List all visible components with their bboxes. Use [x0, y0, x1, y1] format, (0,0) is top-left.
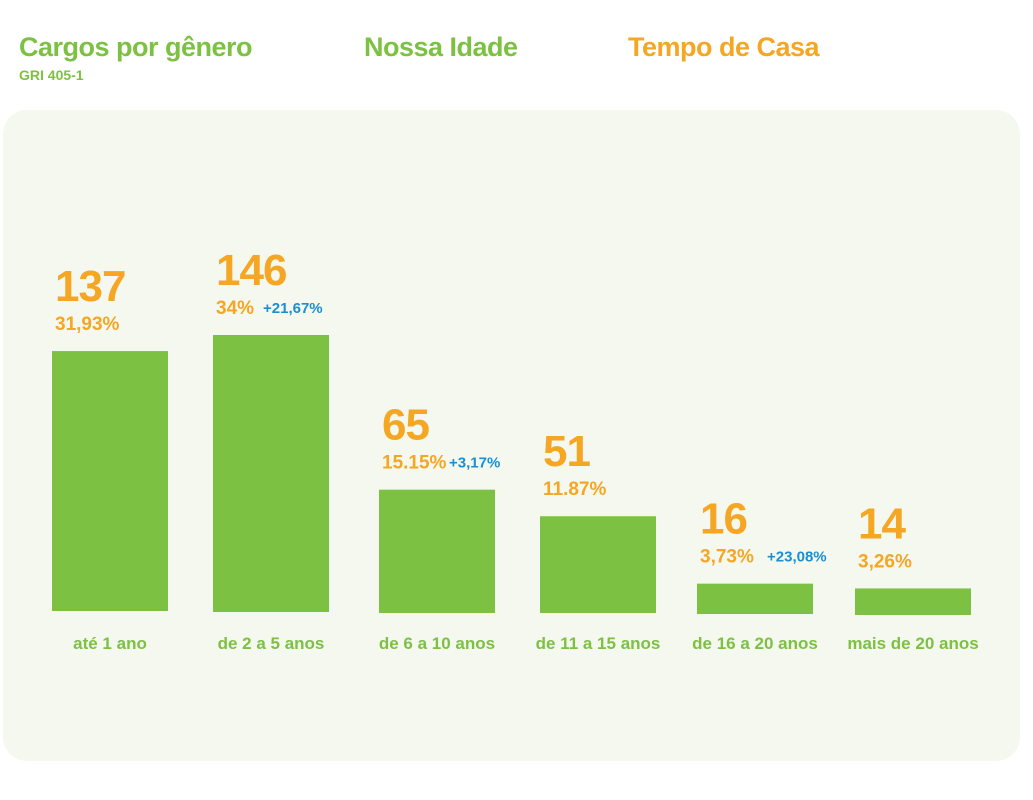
tab-bar: Cargos por gênero GRI 405-1 Nossa Idade … — [0, 0, 1033, 100]
bar-3 — [540, 516, 656, 613]
value-label-1: 146 — [216, 246, 286, 295]
category-label-2: de 6 a 10 anos — [379, 634, 495, 653]
bar-4 — [697, 583, 813, 614]
percent-label-1: 34% — [216, 298, 254, 319]
value-label-4: 16 — [700, 495, 747, 544]
value-label-3: 51 — [543, 427, 590, 476]
percent-label-2: 15.15% — [382, 453, 447, 474]
bar-5 — [855, 588, 971, 615]
category-label-1: de 2 a 5 anos — [218, 634, 325, 653]
category-label-3: de 11 a 15 anos — [536, 634, 661, 653]
bar-0 — [52, 351, 168, 611]
tab-nossa-idade[interactable]: Nossa Idade — [364, 32, 518, 62]
percent-label-4: 3,73% — [700, 547, 754, 568]
percent-label-5: 3,26% — [858, 551, 912, 572]
tab-tempo-de-casa[interactable]: Tempo de Casa — [628, 32, 820, 62]
percent-label-3: 11.87% — [543, 479, 606, 500]
category-label-4: de 16 a 20 anos — [692, 634, 818, 653]
bar-1 — [213, 335, 329, 612]
bars-group — [52, 335, 971, 615]
labels-group: 137 31,93% até 1 ano 146 34% +21,67% de 2 a 5 … — [55, 246, 979, 653]
value-label-5: 14 — [858, 499, 906, 548]
chart-panel — [3, 110, 1020, 761]
category-label-5: mais de 20 anos — [847, 634, 978, 653]
value-label-2: 65 — [382, 401, 429, 450]
category-label-0: até 1 ano — [73, 634, 147, 653]
change-label-2: +3,17% — [449, 455, 500, 472]
change-label-4: +23,08% — [767, 549, 827, 566]
bar-2 — [379, 489, 495, 613]
tab-cargos-por-genero[interactable]: Cargos por gênero — [19, 32, 253, 62]
change-label-1: +21,67% — [263, 300, 323, 317]
percent-label-0: 31,93% — [55, 314, 120, 335]
value-label-0: 137 — [55, 262, 125, 311]
gri-code: GRI 405-1 — [19, 67, 84, 83]
